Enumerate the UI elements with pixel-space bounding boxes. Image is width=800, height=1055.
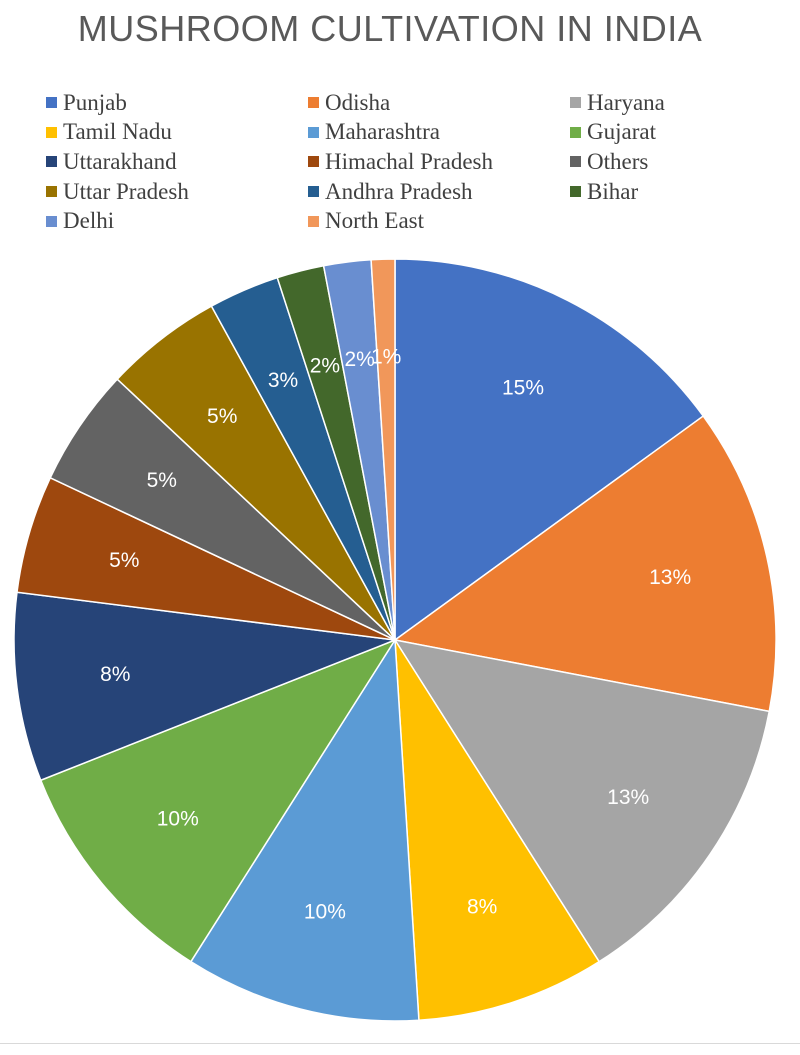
legend-item-uttarakhand: Uttarakhand	[46, 147, 308, 177]
legend-swatch-punjab	[46, 97, 57, 109]
legend-item-maharashtra: Maharashtra	[308, 118, 570, 148]
bottom-divider	[0, 1043, 800, 1044]
legend-label-bihar: Bihar	[587, 178, 639, 204]
legend-item-odisha: Odisha	[308, 88, 570, 118]
legend-item-tamil-nadu: Tamil Nadu	[46, 118, 308, 148]
legend-swatch-andhra-pradesh	[308, 186, 319, 198]
pie-labels: 15%13%13%8%10%10%8%5%5%5%3%2% 2%1%	[100, 346, 691, 924]
data-label-delhi: 2%	[344, 348, 374, 371]
legend-item-punjab: Punjab	[46, 88, 308, 118]
data-label-others: 5%	[147, 469, 177, 492]
legend-item-uttar-pradesh: Uttar Pradesh	[46, 177, 308, 207]
legend-swatch-tamil-nadu	[46, 126, 57, 138]
legend-label-gujarat: Gujarat	[587, 119, 656, 145]
legend-item-haryana: Haryana	[570, 88, 786, 118]
legend-swatch-others	[570, 156, 581, 168]
pie-slices	[13, 258, 777, 1022]
legend-swatch-odisha	[308, 97, 319, 109]
chart-title: MUSHROOM CULTIVATION IN INDIA	[77, 8, 703, 49]
legend-swatch-himachal-pradesh	[308, 156, 319, 168]
data-label-maharashtra: 10%	[304, 901, 346, 924]
legend-label-andhra-pradesh: Andhra Pradesh	[325, 178, 473, 204]
legend-item-gujarat: Gujarat	[570, 118, 786, 148]
data-label-tamil-nadu: 8%	[467, 896, 497, 919]
legend-swatch-bihar	[570, 186, 581, 198]
legend-label-tamil-nadu: Tamil Nadu	[63, 119, 172, 145]
legend-swatch-uttarakhand	[46, 156, 57, 168]
legend-swatch-gujarat	[570, 126, 581, 138]
data-label-himachal-pradesh: 5%	[109, 549, 139, 572]
data-label-andhra-pradesh: 3%	[268, 369, 298, 392]
pie-slice-maharashtra	[189, 637, 420, 1022]
legend-item-bihar: Bihar	[570, 177, 786, 207]
data-label-odisha: 13%	[649, 566, 691, 589]
data-label-gujarat: 10%	[157, 807, 199, 830]
legend-label-uttar-pradesh: Uttar Pradesh	[63, 178, 189, 204]
legend-swatch-maharashtra	[308, 126, 319, 138]
data-label-haryana: 13%	[607, 786, 649, 809]
legend-item-north-east: North East	[308, 206, 570, 236]
data-label-punjab: 15%	[502, 376, 544, 399]
chart-legend: Punjab Odisha Haryana Tamil Nadu Maharashtra…	[46, 88, 786, 236]
legend-item-andhra-pradesh: Andhra Pradesh	[308, 177, 570, 207]
data-label-bihar: 2%	[310, 354, 340, 377]
pie-slice-uttarakhand	[13, 591, 396, 782]
data-label-north-east: 1%	[371, 346, 401, 369]
legend-label-delhi: Delhi	[63, 208, 115, 234]
data-label-uttar-pradesh: 5%	[207, 405, 237, 428]
legend-item-others: Others	[570, 147, 786, 177]
legend-swatch-haryana	[570, 97, 581, 109]
legend-label-odisha: Odisha	[325, 89, 391, 115]
legend-label-maharashtra: Maharashtra	[325, 119, 440, 145]
pie-slice-gujarat	[39, 638, 397, 963]
legend-label-haryana: Haryana	[587, 89, 665, 115]
legend-label-others: Others	[587, 148, 649, 174]
data-label-uttarakhand: 8%	[100, 663, 130, 686]
pie-slice-north-east	[370, 258, 396, 641]
legend-swatch-north-east	[308, 215, 319, 227]
legend-label-uttarakhand: Uttarakhand	[63, 148, 177, 174]
pie-slice-haryana	[393, 638, 771, 963]
legend-label-himachal-pradesh: Himachal Pradesh	[325, 148, 493, 174]
pie-slice-odisha	[393, 415, 777, 713]
legend-item-himachal-pradesh: Himachal Pradesh	[308, 147, 570, 177]
legend-label-punjab: Punjab	[63, 89, 127, 115]
legend-label-north-east: North East	[325, 208, 425, 234]
pie-slice-tamil-nadu	[394, 639, 601, 1022]
legend-item-delhi: Delhi	[46, 206, 308, 236]
legend-swatch-delhi	[46, 215, 57, 227]
pie-slice-punjab	[394, 258, 705, 642]
legend-swatch-uttar-pradesh	[46, 186, 57, 198]
